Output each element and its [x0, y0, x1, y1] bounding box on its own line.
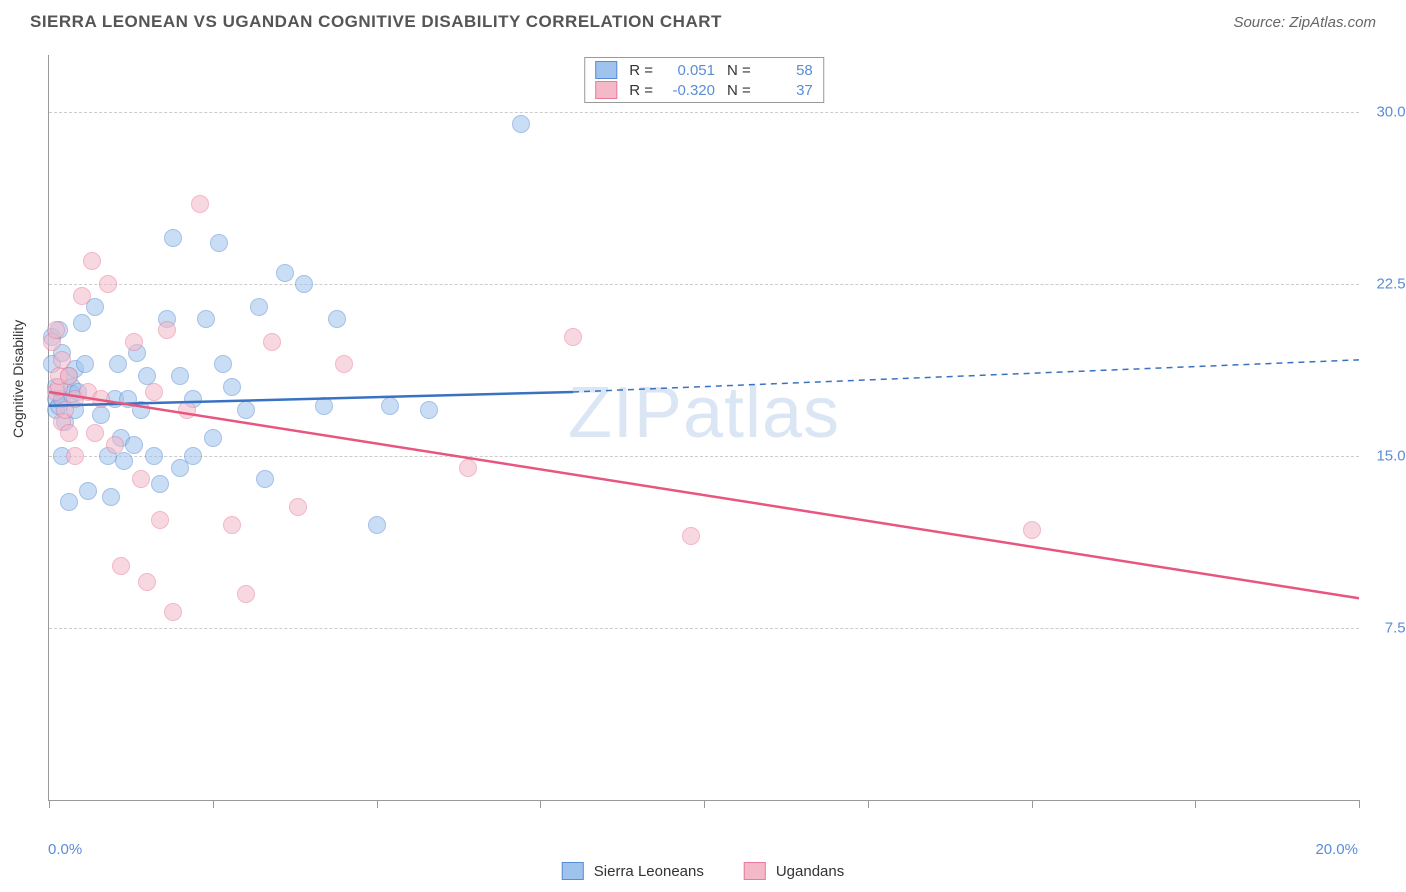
data-point — [263, 333, 281, 351]
data-point — [459, 459, 477, 477]
data-point — [125, 436, 143, 454]
data-point — [237, 585, 255, 603]
x-tick — [49, 800, 50, 808]
x-tick — [1195, 800, 1196, 808]
data-point — [109, 355, 127, 373]
data-point — [76, 355, 94, 373]
data-point — [151, 475, 169, 493]
data-point — [420, 401, 438, 419]
x-tick — [377, 800, 378, 808]
y-tick-label: 30.0% — [1364, 104, 1406, 121]
y-tick-label: 22.5% — [1364, 276, 1406, 293]
data-point — [368, 516, 386, 534]
x-tick — [704, 800, 705, 808]
x-tick — [1359, 800, 1360, 808]
scatter-chart: ZIPatlas R = 0.051 N = 58 R = -0.320 N =… — [48, 55, 1359, 801]
data-point — [102, 488, 120, 506]
gridline-h — [49, 284, 1359, 285]
legend-item-sierra: Sierra Leoneans — [562, 862, 704, 880]
x-tick-20: 20.0% — [1315, 841, 1358, 858]
x-tick — [1032, 800, 1033, 808]
watermark: ZIPatlas — [568, 372, 840, 454]
data-point — [115, 452, 133, 470]
legend-swatch-blue — [595, 61, 617, 79]
gridline-h — [49, 456, 1359, 457]
data-point — [223, 378, 241, 396]
data-point — [682, 527, 700, 545]
data-point — [276, 264, 294, 282]
data-point — [164, 229, 182, 247]
legend-label-uganda: Ugandans — [776, 863, 844, 880]
data-point — [83, 252, 101, 270]
x-tick — [213, 800, 214, 808]
legend-swatch-blue-icon — [562, 862, 584, 880]
legend-row-1: R = 0.051 N = 58 — [591, 60, 817, 80]
data-point — [151, 511, 169, 529]
data-point — [197, 310, 215, 328]
data-point — [237, 401, 255, 419]
chart-title: SIERRA LEONEAN VS UGANDAN COGNITIVE DISA… — [30, 12, 722, 32]
source-credit: Source: ZipAtlas.com — [1233, 14, 1376, 31]
data-point — [132, 470, 150, 488]
data-point — [204, 429, 222, 447]
data-point — [112, 557, 130, 575]
data-point — [1023, 521, 1041, 539]
correlation-legend: R = 0.051 N = 58 R = -0.320 N = 37 — [584, 57, 824, 103]
y-axis-label: Cognitive Disability — [10, 320, 26, 438]
data-point — [210, 234, 228, 252]
data-point — [171, 367, 189, 385]
legend-item-uganda: Ugandans — [744, 862, 844, 880]
data-point — [79, 482, 97, 500]
legend-label-sierra: Sierra Leoneans — [594, 863, 704, 880]
data-point — [66, 447, 84, 465]
data-point — [92, 406, 110, 424]
data-point — [47, 321, 65, 339]
legend-row-2: R = -0.320 N = 37 — [591, 80, 817, 100]
data-point — [86, 424, 104, 442]
data-point — [60, 493, 78, 511]
data-point — [512, 115, 530, 133]
x-tick — [540, 800, 541, 808]
y-tick-label: 7.5% — [1364, 620, 1406, 637]
data-point — [92, 390, 110, 408]
x-tick-0: 0.0% — [48, 841, 82, 858]
data-point — [106, 436, 124, 454]
legend-swatch-pink — [595, 81, 617, 99]
data-point — [73, 287, 91, 305]
data-point — [178, 401, 196, 419]
data-point — [132, 401, 150, 419]
data-point — [73, 314, 91, 332]
data-point — [564, 328, 582, 346]
legend-swatch-pink-icon — [744, 862, 766, 880]
data-point — [214, 355, 232, 373]
data-point — [125, 333, 143, 351]
data-point — [184, 447, 202, 465]
series-legend: Sierra Leoneans Ugandans — [562, 862, 844, 880]
data-point — [138, 573, 156, 591]
header: SIERRA LEONEAN VS UGANDAN COGNITIVE DISA… — [0, 0, 1406, 40]
data-point — [381, 397, 399, 415]
data-point — [158, 321, 176, 339]
data-point — [295, 275, 313, 293]
data-point — [223, 516, 241, 534]
data-point — [335, 355, 353, 373]
data-point — [315, 397, 333, 415]
data-point — [145, 447, 163, 465]
data-point — [60, 424, 78, 442]
data-point — [60, 367, 78, 385]
x-tick — [868, 800, 869, 808]
data-point — [164, 603, 182, 621]
data-point — [289, 498, 307, 516]
gridline-h — [49, 628, 1359, 629]
data-point — [191, 195, 209, 213]
data-point — [256, 470, 274, 488]
data-point — [145, 383, 163, 401]
regression-lines — [49, 55, 1359, 800]
y-tick-label: 15.0% — [1364, 448, 1406, 465]
data-point — [250, 298, 268, 316]
gridline-h — [49, 112, 1359, 113]
data-point — [328, 310, 346, 328]
data-point — [99, 275, 117, 293]
